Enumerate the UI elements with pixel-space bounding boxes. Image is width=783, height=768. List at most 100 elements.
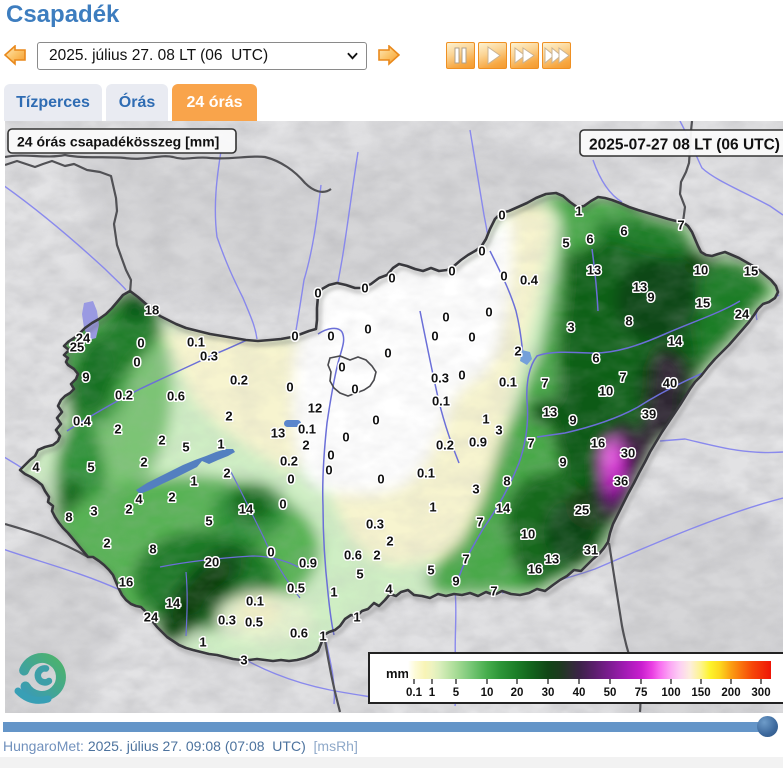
svg-text:1: 1 <box>482 412 489 427</box>
svg-text:16: 16 <box>119 575 133 590</box>
svg-text:39: 39 <box>642 407 656 422</box>
svg-text:31: 31 <box>584 543 598 558</box>
svg-text:3: 3 <box>495 423 502 438</box>
svg-text:1: 1 <box>319 629 326 644</box>
svg-text:0.3: 0.3 <box>431 371 449 386</box>
svg-text:20: 20 <box>205 555 219 570</box>
svg-text:0: 0 <box>361 281 368 296</box>
svg-text:40: 40 <box>573 687 586 699</box>
svg-text:5: 5 <box>87 460 94 475</box>
svg-text:0.1: 0.1 <box>298 422 316 437</box>
svg-text:0.9: 0.9 <box>469 435 487 450</box>
svg-text:24: 24 <box>144 610 159 625</box>
svg-text:9: 9 <box>569 413 576 428</box>
svg-text:7: 7 <box>490 584 497 599</box>
svg-text:0.1: 0.1 <box>432 394 450 409</box>
svg-text:1: 1 <box>429 500 436 515</box>
svg-text:0.6: 0.6 <box>167 389 185 404</box>
svg-text:0: 0 <box>478 244 485 259</box>
svg-text:8: 8 <box>65 510 72 525</box>
svg-text:0.2: 0.2 <box>230 373 248 388</box>
svg-text:13: 13 <box>587 263 601 278</box>
svg-text:4: 4 <box>135 492 143 507</box>
svg-text:0: 0 <box>448 264 455 279</box>
svg-text:1: 1 <box>353 610 360 625</box>
svg-text:2: 2 <box>114 422 121 437</box>
svg-text:9: 9 <box>82 370 89 385</box>
svg-text:150: 150 <box>691 687 710 699</box>
svg-text:0: 0 <box>431 329 438 344</box>
svg-text:0: 0 <box>498 208 505 223</box>
svg-text:3: 3 <box>90 504 97 519</box>
svg-text:0: 0 <box>364 322 371 337</box>
svg-text:9: 9 <box>647 290 654 305</box>
svg-text:4: 4 <box>385 582 393 597</box>
svg-text:14: 14 <box>166 596 181 611</box>
svg-text:7: 7 <box>677 218 684 233</box>
svg-text:0.3: 0.3 <box>366 517 384 532</box>
svg-text:18: 18 <box>145 303 159 318</box>
svg-text:0: 0 <box>351 382 358 397</box>
svg-text:2025-07-27 08 LT (06 UTC): 2025-07-27 08 LT (06 UTC) <box>589 137 780 154</box>
svg-text:0: 0 <box>384 346 391 361</box>
svg-text:0.5: 0.5 <box>245 615 263 630</box>
svg-text:100: 100 <box>661 687 680 699</box>
svg-text:0: 0 <box>468 330 475 345</box>
svg-text:0: 0 <box>267 545 274 560</box>
svg-text:2: 2 <box>140 455 147 470</box>
svg-text:1: 1 <box>575 204 582 219</box>
svg-text:0: 0 <box>372 413 379 428</box>
svg-text:0: 0 <box>279 497 286 512</box>
svg-text:24: 24 <box>76 331 91 346</box>
svg-text:2: 2 <box>223 466 230 481</box>
svg-text:1: 1 <box>217 437 224 452</box>
svg-text:0.3: 0.3 <box>200 349 218 364</box>
svg-text:0.6: 0.6 <box>344 548 362 563</box>
svg-text:0.2: 0.2 <box>280 454 298 469</box>
svg-text:0.1: 0.1 <box>499 375 517 390</box>
svg-text:2: 2 <box>103 536 110 551</box>
svg-text:6: 6 <box>586 232 593 247</box>
svg-text:0: 0 <box>377 472 384 487</box>
svg-text:0.4: 0.4 <box>520 273 539 288</box>
svg-text:16: 16 <box>528 562 542 577</box>
svg-text:50: 50 <box>604 687 617 699</box>
svg-text:0: 0 <box>133 355 140 370</box>
svg-text:2: 2 <box>125 502 132 517</box>
svg-text:13: 13 <box>271 426 285 441</box>
svg-text:2: 2 <box>373 548 380 563</box>
svg-text:0: 0 <box>287 472 294 487</box>
svg-text:5: 5 <box>562 236 569 251</box>
svg-text:4: 4 <box>32 460 40 475</box>
svg-text:mm: mm <box>386 666 409 681</box>
svg-text:7: 7 <box>527 436 534 451</box>
svg-text:40: 40 <box>663 376 677 391</box>
svg-text:0: 0 <box>291 329 298 344</box>
svg-text:3: 3 <box>567 320 574 335</box>
svg-text:300: 300 <box>751 687 770 699</box>
svg-text:0: 0 <box>137 336 144 351</box>
svg-text:0.1: 0.1 <box>406 687 423 699</box>
svg-text:1: 1 <box>429 687 436 699</box>
svg-text:9: 9 <box>452 574 459 589</box>
svg-text:7: 7 <box>619 370 626 385</box>
svg-text:0: 0 <box>286 380 293 395</box>
svg-text:0: 0 <box>338 360 345 375</box>
svg-text:20: 20 <box>511 687 524 699</box>
svg-text:24: 24 <box>735 307 750 322</box>
svg-text:0: 0 <box>325 463 332 478</box>
svg-text:7: 7 <box>476 515 483 530</box>
svg-text:2: 2 <box>225 409 232 424</box>
svg-text:2: 2 <box>386 534 393 549</box>
svg-text:30: 30 <box>621 446 635 461</box>
svg-text:1: 1 <box>330 585 337 600</box>
svg-text:0.3: 0.3 <box>218 613 236 628</box>
svg-text:2: 2 <box>158 433 165 448</box>
svg-text:0: 0 <box>500 269 507 284</box>
svg-text:6: 6 <box>592 351 599 366</box>
svg-text:5: 5 <box>453 687 460 699</box>
svg-text:30: 30 <box>542 687 555 699</box>
svg-text:5: 5 <box>182 440 189 455</box>
svg-text:8: 8 <box>625 314 632 329</box>
svg-text:0.1: 0.1 <box>417 466 435 481</box>
